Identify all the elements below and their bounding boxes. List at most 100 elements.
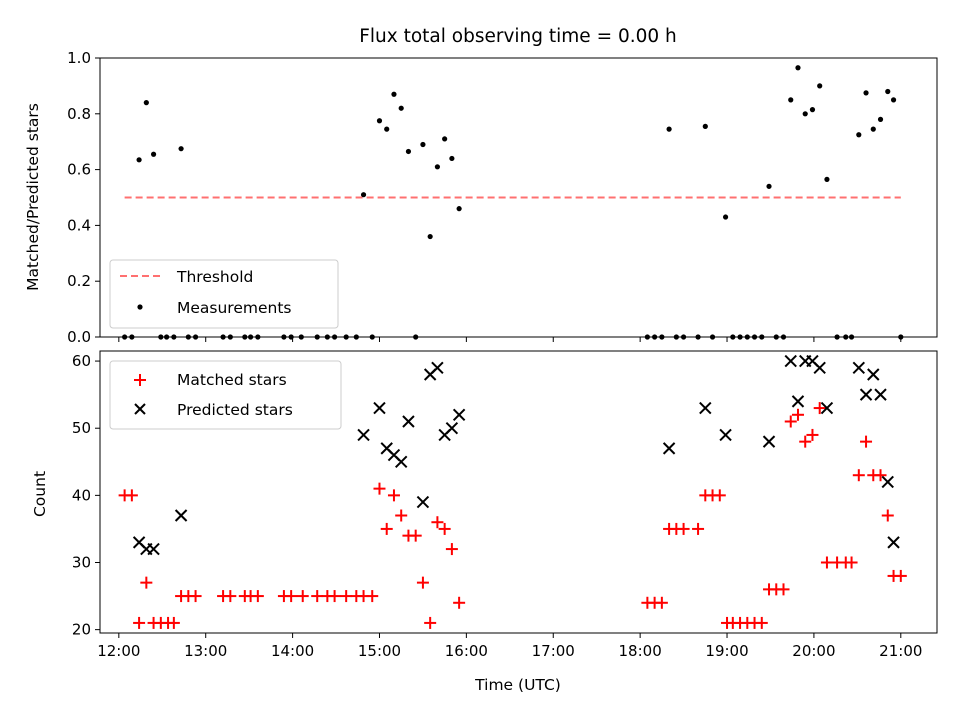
matched-star-point-26 — [373, 482, 386, 495]
matched-star-point-7 — [167, 616, 180, 629]
bottom-x-axis: 12:00 13:00 14:00 15:00 16:00 17:00 18:00 19:00… — [97, 633, 922, 660]
matched-star-point-40 — [655, 596, 668, 609]
matched-star-point-21 — [328, 590, 341, 603]
bottom-axes-frame — [99, 350, 938, 634]
matched-star-point-19 — [311, 590, 324, 603]
top-axes-frame — [99, 57, 938, 338]
measurement-point-56 — [788, 97, 794, 103]
bottom-y-axis: 20 30 40 50 60 — [72, 352, 100, 639]
bottom-y-tick-label-2: 40 — [72, 486, 91, 504]
matched-star-point-29 — [395, 509, 408, 522]
x-tick-label-5: 17:00 — [532, 642, 575, 660]
matched-star-point-67 — [860, 435, 873, 448]
measurement-point-60 — [817, 83, 823, 89]
x-tick-label-3: 15:00 — [358, 642, 401, 660]
predicted-star-point-2 — [147, 542, 160, 556]
predicted-star-point-16 — [662, 442, 676, 455]
predicted-star-point-5 — [373, 401, 386, 415]
measurement-point-41 — [666, 126, 672, 132]
matched-star-point-69 — [874, 469, 887, 482]
matched-star-point-43 — [677, 522, 690, 535]
predicted-star-point-8 — [394, 455, 408, 468]
predicted-star-point-28 — [867, 368, 880, 381]
matched-star-point-27 — [380, 522, 393, 535]
measurement-point-24 — [360, 192, 367, 198]
matched-star-point-2 — [133, 616, 146, 629]
predicted-star-point-21 — [791, 395, 805, 408]
measurement-point-35 — [442, 136, 448, 142]
matched-star-point-62 — [820, 556, 833, 569]
predicted-star-point-29 — [874, 388, 887, 401]
predicted-legend-label: Predicted stars — [177, 401, 293, 419]
matched-star-point-35 — [438, 522, 451, 535]
measurement-point-37 — [456, 206, 462, 212]
top-y-axis-title: Matched/Predicted stars — [24, 103, 42, 291]
top-legend-box — [109, 259, 339, 329]
predicted-star-point-30 — [881, 475, 894, 489]
matched-star-point-66 — [852, 469, 865, 482]
measurement-point-59 — [809, 107, 816, 113]
matched-star-point-56 — [777, 583, 790, 596]
measurement-point-65 — [856, 132, 862, 138]
x-tick-label-1: 13:00 — [184, 642, 227, 660]
predicted-star-point-24 — [813, 361, 826, 374]
measurement-point-34 — [434, 164, 441, 170]
bottom-legend-box — [109, 360, 342, 430]
top-y-tick-label-4: 0.8 — [67, 105, 91, 123]
x-axis-title: Time (UTC) — [474, 676, 561, 694]
predicted-star-point-15 — [452, 408, 466, 421]
matched-star-point-22 — [340, 590, 353, 603]
top-y-tick-label-3: 0.6 — [67, 161, 91, 179]
matched-star-point-72 — [894, 569, 907, 582]
measurement-point-68 — [877, 116, 884, 122]
measurement-point-33 — [427, 233, 433, 240]
predicted-star-point-27 — [859, 388, 873, 401]
measurements-legend-swatch — [137, 304, 143, 310]
x-tick-label-7: 19:00 — [705, 642, 748, 660]
measurement-point-61 — [824, 176, 830, 182]
measurement-point-28 — [391, 91, 397, 97]
measurement-point-53 — [766, 183, 772, 189]
bottom-panel: 20 30 40 50 60 12:00 13:00 14:00 15:00 16:00 17:0… — [31, 350, 938, 694]
matched-star-point-15 — [251, 590, 264, 603]
matched-star-point-60 — [806, 428, 819, 441]
predicted-star-point-20 — [784, 354, 797, 368]
measurement-point-4 — [150, 151, 157, 157]
chart-title: Flux total observing time = 0.00 h — [359, 26, 677, 47]
measurement-point-36 — [449, 155, 455, 162]
matched-star-point-59 — [799, 435, 812, 448]
x-tick-label-4: 16:00 — [445, 642, 488, 660]
count-points — [118, 354, 907, 629]
predicted-star-point-3 — [174, 509, 188, 522]
matched-star-point-34 — [431, 516, 444, 529]
predicted-star-point-31 — [887, 536, 900, 549]
measurement-point-66 — [863, 90, 869, 96]
predicted-star-point-26 — [852, 361, 866, 374]
predicted-star-point-25 — [820, 401, 834, 415]
measurement-point-27 — [384, 126, 390, 132]
matched-star-point-36 — [445, 543, 458, 556]
measurement-point-70 — [890, 97, 897, 103]
matched-star-point-65 — [845, 556, 858, 569]
matched-star-point-3 — [140, 576, 153, 589]
top-y-tick-label-1: 0.2 — [67, 272, 91, 290]
measurement-point-8 — [178, 146, 184, 152]
top-y-tick-label-2: 0.4 — [67, 216, 91, 234]
measurement-point-58 — [802, 111, 808, 117]
matched-star-point-37 — [453, 596, 466, 609]
x-tick-label-9: 21:00 — [879, 642, 922, 660]
top-y-axis: 0.0 0.2 0.4 0.6 0.8 1.0 — [67, 49, 100, 346]
threshold-legend-label: Threshold — [176, 268, 253, 286]
x-tick-label-8: 20:00 — [792, 642, 835, 660]
matched-star-point-25 — [366, 590, 379, 603]
matched-star-point-70 — [881, 509, 894, 522]
matched-star-point-17 — [285, 590, 298, 603]
bottom-y-tick-label-0: 20 — [72, 621, 91, 639]
matched-star-point-12 — [224, 590, 237, 603]
matched-star-point-53 — [755, 616, 768, 629]
measurement-point-45 — [702, 123, 708, 129]
predicted-star-point-18 — [719, 428, 732, 442]
matched-star-point-28 — [387, 489, 400, 502]
bottom-legend: Matched stars Predicted stars — [109, 360, 342, 430]
